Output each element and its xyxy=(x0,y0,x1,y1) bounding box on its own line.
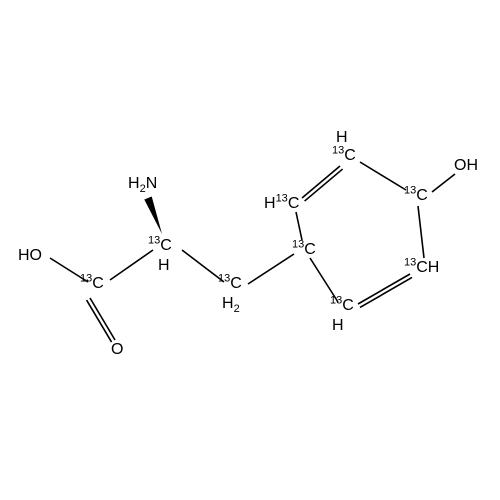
atom-label: 13C xyxy=(80,276,104,292)
atom-label: H xyxy=(158,258,170,274)
atom-label: 13C xyxy=(148,238,172,254)
atom-label: 13C xyxy=(404,188,428,204)
atom-label: 13CH xyxy=(404,260,439,276)
atom-label: H2N xyxy=(128,176,157,192)
atom-label: O xyxy=(111,342,123,358)
bond-layer xyxy=(0,0,500,500)
atom-label: H xyxy=(336,130,348,146)
atom-label: 13C xyxy=(292,242,316,258)
atom-label: H13C xyxy=(264,196,299,212)
atom-label: HO xyxy=(18,248,42,264)
atom-label: 13C xyxy=(218,276,242,292)
atom-label: H xyxy=(332,318,344,334)
atom-label: 13C xyxy=(330,298,354,314)
atom-label: H2 xyxy=(222,296,240,312)
atom-label: OH xyxy=(454,158,478,174)
atom-label: 13C xyxy=(332,148,356,164)
